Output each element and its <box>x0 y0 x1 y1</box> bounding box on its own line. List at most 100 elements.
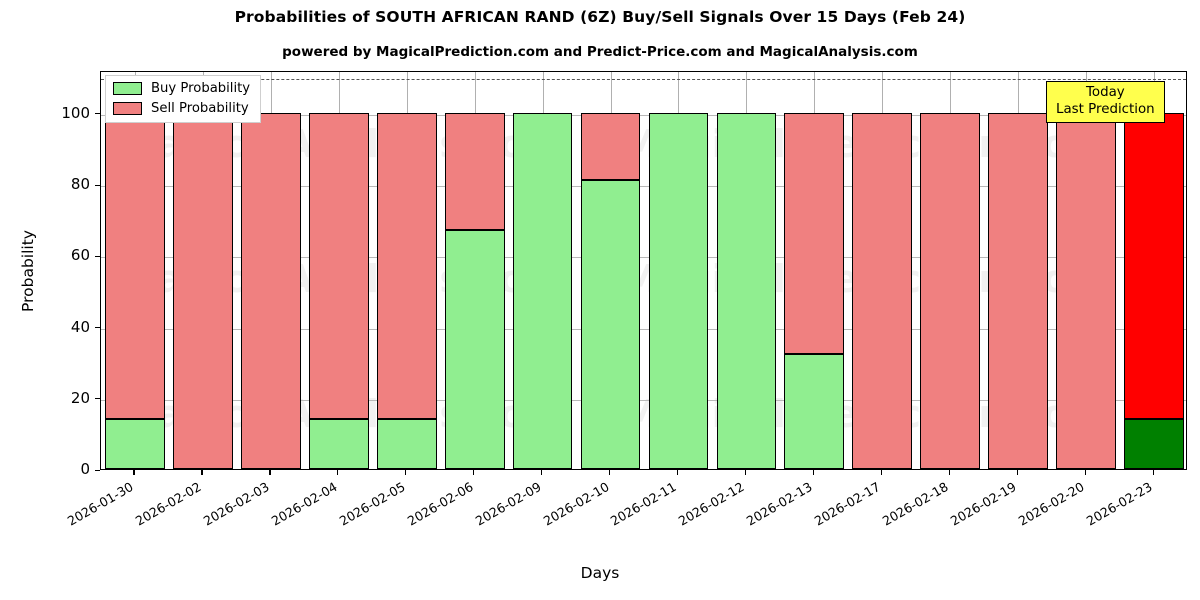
gridline-horizontal <box>101 328 1186 330</box>
x-tick-mark <box>405 470 407 475</box>
y-tick-label: 20 <box>70 388 90 407</box>
x-tick-mark <box>744 470 747 475</box>
bar-column <box>988 72 1049 469</box>
bar-segment-sell <box>444 112 505 231</box>
bar-column <box>1056 72 1116 469</box>
x-tick-mark <box>880 470 882 475</box>
bar-segment-sell <box>173 112 233 469</box>
y-tick-mark <box>95 113 100 115</box>
x-tick-mark <box>1084 470 1086 475</box>
x-tick-label: 2026-02-12 <box>676 479 748 529</box>
bar-column <box>512 72 573 469</box>
x-tick-label: 2026-02-20 <box>1015 479 1087 529</box>
bar-segment-sell <box>376 112 437 420</box>
bar-segment-buy <box>784 353 845 469</box>
y-axis-label: Probability <box>19 229 37 312</box>
gridline-horizontal <box>101 186 1186 187</box>
chart-subtitle: powered by MagicalPrediction.com and Pre… <box>282 44 918 60</box>
legend-item-sell: Sell Probability <box>113 101 250 116</box>
plot-inner: MagicalAnalysis.comMagicalPrediction.com… <box>101 72 1186 469</box>
x-tick-label: 2026-02-10 <box>540 479 612 529</box>
x-tick-mark <box>541 470 543 475</box>
bar-segment-sell <box>852 112 913 469</box>
bar-column <box>852 72 913 469</box>
gridline-horizontal <box>101 114 1186 116</box>
bar-column <box>308 72 369 469</box>
legend-swatch-sell <box>113 102 142 115</box>
gridline-horizontal <box>101 257 1186 259</box>
gridline-horizontal <box>101 399 1186 401</box>
x-tick-label: 2026-02-03 <box>200 479 272 529</box>
x-tick-mark <box>133 470 135 475</box>
x-tick-mark <box>609 470 611 475</box>
x-tick-label: 2026-02-04 <box>268 479 340 529</box>
bar-column <box>716 72 777 469</box>
y-tick-mark <box>95 398 100 400</box>
x-tick-label: 2026-02-18 <box>880 479 951 529</box>
bar-segment-sell <box>1124 112 1184 420</box>
x-tick-mark <box>812 470 815 475</box>
legend-swatch-buy <box>113 82 142 95</box>
bar-segment-buy <box>716 112 777 469</box>
plot-area: MagicalAnalysis.comMagicalPrediction.com… <box>100 71 1187 470</box>
bar-segment-buy <box>512 112 573 469</box>
x-tick-label: 2026-02-23 <box>1083 479 1155 529</box>
bar-column <box>920 72 981 469</box>
bar-segment-buy <box>308 419 369 469</box>
bar-column <box>240 72 301 469</box>
x-tick-label: 2026-02-11 <box>608 479 680 529</box>
x-tick-mark <box>201 470 203 475</box>
bar-segment-buy <box>105 419 165 469</box>
y-tick-mark <box>95 327 100 329</box>
y-tick-label: 80 <box>70 175 90 193</box>
y-tick-label: 40 <box>70 317 90 336</box>
bar-segment-sell <box>784 112 845 354</box>
x-tick-label: 2026-02-06 <box>404 479 476 529</box>
y-tick-mark <box>95 255 100 257</box>
today-annotation: Today Last Prediction <box>1046 81 1165 124</box>
bar-segment-buy <box>648 112 709 469</box>
x-tick-mark <box>948 470 950 475</box>
x-tick-mark <box>1152 470 1154 475</box>
x-tick-label: 2026-02-02 <box>132 479 204 529</box>
y-tick-label: 100 <box>61 103 90 122</box>
bar-column <box>444 72 505 469</box>
bar-segment-buy <box>444 230 505 469</box>
bar-column <box>105 72 165 469</box>
x-axis-label: Days <box>580 564 620 582</box>
x-tick-label: 2026-02-09 <box>472 479 544 529</box>
bar-column <box>1124 72 1184 469</box>
legend-item-buy: Buy Probability <box>113 81 250 96</box>
legend-label-sell: Sell Probability <box>151 101 249 116</box>
bar-column <box>376 72 437 469</box>
chart-legend: Buy Probability Sell Probability <box>105 75 262 123</box>
bar-column <box>784 72 845 469</box>
reference-line <box>101 79 1186 81</box>
bar-segment-sell <box>988 112 1049 469</box>
bar-segment-sell <box>920 112 981 469</box>
y-tick-label: 0 <box>80 460 90 478</box>
bar-column <box>580 72 641 469</box>
bar-column <box>173 72 233 469</box>
x-tick-label: 2026-02-13 <box>744 479 816 529</box>
x-tick-mark <box>269 470 271 475</box>
bar-segment-sell <box>308 112 369 420</box>
bar-segment-sell <box>240 112 301 469</box>
x-tick-mark <box>337 470 339 475</box>
x-tick-mark <box>473 470 475 475</box>
bar-column <box>648 72 709 469</box>
today-annotation-line2: Last Prediction <box>1056 101 1155 117</box>
bar-segment-buy <box>376 419 437 469</box>
bar-segment-buy <box>580 180 641 469</box>
chart-title: Probabilities of SOUTH AFRICAN RAND (6Z)… <box>234 8 966 26</box>
legend-label-buy: Buy Probability <box>151 81 251 96</box>
x-tick-label: 2026-02-17 <box>812 479 883 529</box>
x-tick-label: 2026-01-30 <box>64 479 136 529</box>
x-tick-label: 2026-02-05 <box>336 479 408 529</box>
x-tick-label: 2026-02-19 <box>947 479 1019 529</box>
bar-segment-sell <box>105 112 165 420</box>
bar-segment-sell <box>1056 112 1116 469</box>
x-tick-mark <box>1016 470 1018 475</box>
bar-segment-sell <box>580 112 641 181</box>
